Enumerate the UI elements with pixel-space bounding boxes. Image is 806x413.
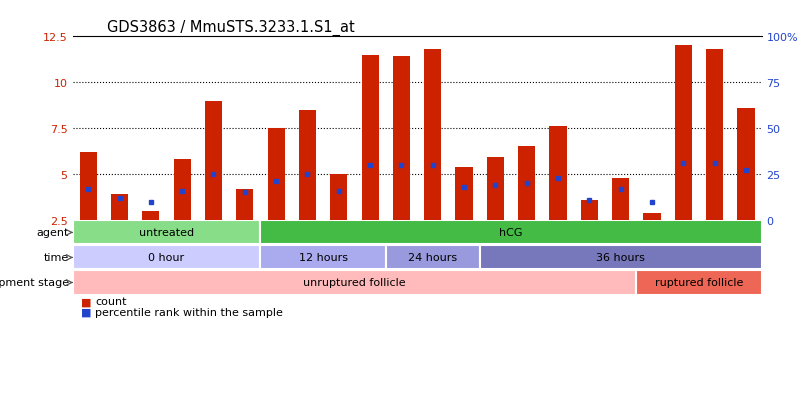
Bar (205, 101, 222, 221)
Text: hCG: hCG (500, 228, 523, 238)
Bar (424, 50, 442, 221)
Bar (111, 195, 128, 221)
Text: development stage: development stage (0, 278, 69, 288)
Bar (386, 246, 480, 270)
Bar (299, 110, 316, 221)
Text: ■: ■ (81, 307, 91, 317)
Bar (737, 109, 754, 221)
Bar (480, 246, 762, 270)
Text: agent: agent (37, 228, 69, 238)
Bar (73, 271, 637, 295)
Text: untreated: untreated (139, 228, 194, 238)
Text: time: time (44, 253, 69, 263)
Text: ruptured follicle: ruptured follicle (654, 278, 743, 288)
Bar (260, 246, 386, 270)
Bar (362, 55, 379, 221)
Text: count: count (95, 297, 127, 306)
Text: GDS3863 / MmuSTS.3233.1.S1_at: GDS3863 / MmuSTS.3233.1.S1_at (107, 20, 355, 36)
Text: 0 hour: 0 hour (148, 253, 185, 263)
Bar (330, 175, 347, 221)
Bar (706, 50, 723, 221)
Bar (236, 189, 253, 221)
Text: ■: ■ (81, 297, 91, 306)
Bar (643, 213, 661, 221)
Bar (518, 147, 535, 221)
Bar (581, 200, 598, 221)
Bar (637, 271, 762, 295)
Text: 36 hours: 36 hours (596, 253, 645, 263)
Bar (455, 167, 472, 221)
Bar (73, 221, 260, 245)
Bar (268, 129, 285, 221)
Bar (675, 46, 692, 221)
Bar (260, 221, 762, 245)
Bar (80, 152, 97, 221)
Bar (487, 158, 504, 221)
Bar (393, 57, 410, 221)
Bar (550, 127, 567, 221)
Bar (73, 246, 260, 270)
Text: unruptured follicle: unruptured follicle (303, 278, 405, 288)
Text: 24 hours: 24 hours (408, 253, 457, 263)
Bar (612, 178, 629, 221)
Bar (173, 160, 191, 221)
Bar (142, 211, 160, 221)
Text: percentile rank within the sample: percentile rank within the sample (95, 307, 283, 317)
Text: 12 hours: 12 hours (299, 253, 347, 263)
